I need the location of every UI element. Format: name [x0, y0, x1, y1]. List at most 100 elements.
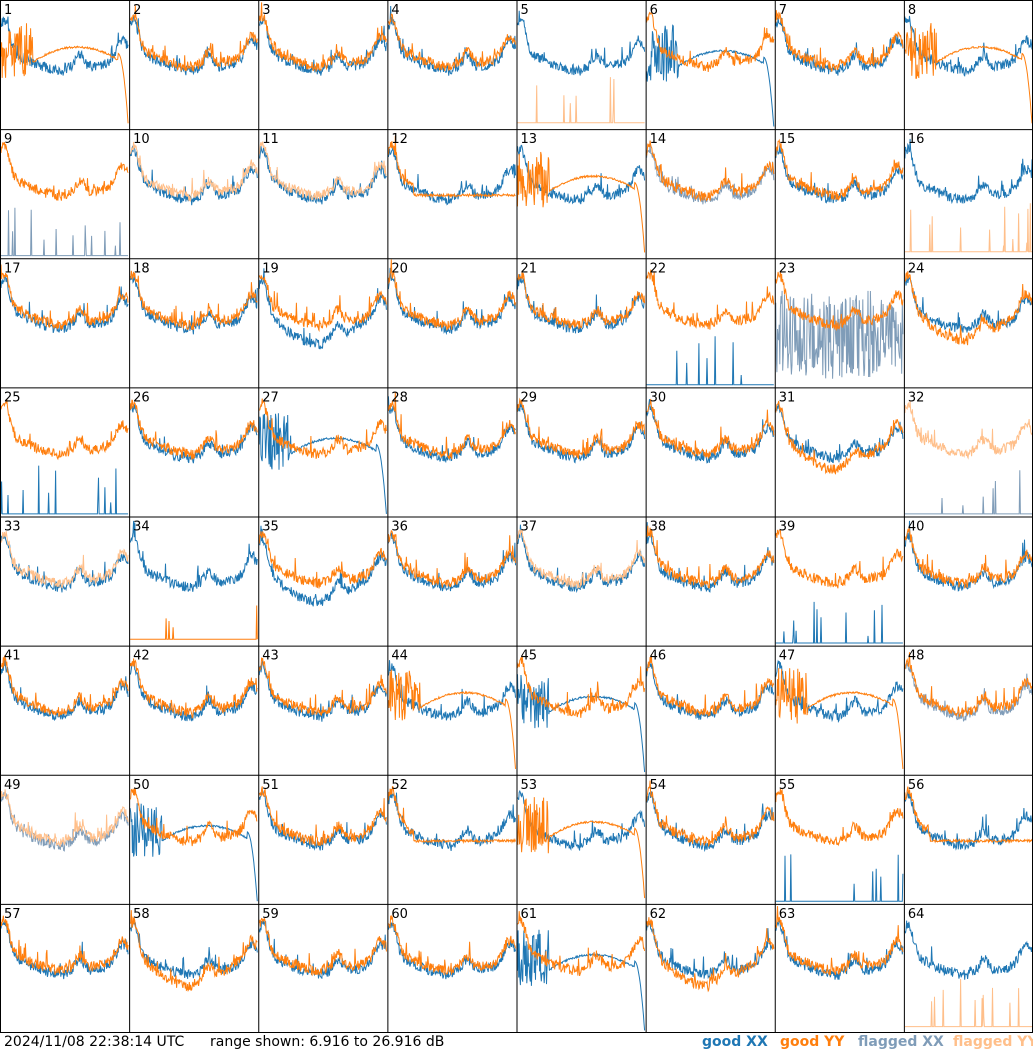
panel-5: 5: [517, 3, 646, 124]
legend-flagged-yy: flagged YY: [953, 1034, 1033, 1050]
trace-xx-9: [1, 207, 129, 257]
panel-1: 1: [0, 3, 129, 124]
panel-24: 24: [904, 261, 1033, 346]
panel-label: 12: [391, 132, 408, 147]
panel-44: 44: [387, 649, 516, 769]
panel-label: 50: [133, 778, 150, 793]
panel-18: 18: [129, 261, 258, 335]
trace-xx-22: [646, 336, 774, 386]
panel-28: 28: [387, 390, 516, 464]
panel-47: 47: [775, 649, 904, 769]
panel-27: 27: [258, 390, 387, 514]
trace-yy-17: [0, 264, 129, 330]
panel-label: 32: [908, 390, 925, 405]
panel-40: 40: [904, 520, 1033, 592]
trace-yy-48: [904, 652, 1033, 718]
trace-yy-58: [129, 910, 258, 992]
panel-label: 19: [262, 261, 279, 276]
trace-xx-19: [258, 268, 387, 350]
trace-yy-24: [904, 271, 1033, 346]
panel-41: 41: [0, 649, 129, 722]
trace-yy-34: [130, 605, 258, 640]
trace-xx-62: [646, 919, 775, 980]
panel-label: 43: [262, 649, 279, 664]
trace-yy-8: [904, 23, 1033, 124]
trace-yy-20: [387, 259, 516, 331]
trace-yy-28: [387, 391, 516, 460]
trace-yy-15: [775, 138, 904, 201]
panel-label: 30: [650, 390, 667, 405]
panel-56: 56: [904, 778, 1033, 851]
panel-20: 20: [387, 259, 516, 336]
trace-yy-18: [129, 270, 258, 331]
trace-yy-43: [258, 657, 387, 716]
panel-64: 64: [904, 907, 1033, 1028]
trace-xx-13: [517, 144, 646, 205]
panel-label: 57: [4, 907, 21, 922]
panel-13: 13: [517, 132, 646, 253]
panel-label: 49: [4, 778, 21, 793]
trace-yy-56: [904, 786, 1033, 844]
trace-xx-39: [775, 601, 903, 644]
trace-yy-14: [646, 140, 775, 203]
panel-38: 38: [646, 520, 775, 593]
trace-yy-29: [517, 397, 646, 460]
panel-label: 14: [650, 132, 667, 147]
panel-29: 29: [517, 390, 646, 464]
panel-label: 53: [521, 778, 538, 793]
panel-label: 24: [908, 261, 925, 276]
trace-yy-22: [646, 269, 775, 330]
panel-30: 30: [646, 390, 775, 464]
panel-35: 35: [258, 520, 387, 607]
panel-11: 11: [258, 132, 387, 205]
panel-17: 17: [0, 261, 129, 334]
trace-yy-30: [646, 398, 775, 459]
trace-yy-63: [775, 906, 904, 977]
panel-8: 8: [904, 3, 1033, 124]
trace-xx-52: [387, 791, 516, 851]
panel-62: 62: [646, 907, 775, 993]
panel-label: 60: [391, 907, 408, 922]
panel-label: 27: [262, 390, 279, 405]
panel-63: 63: [775, 906, 904, 980]
trace-yy-46: [646, 654, 775, 718]
panel-16: 16: [904, 132, 1033, 253]
timestamp: 2024/11/08 22:38:14 UTC: [4, 1034, 185, 1050]
trace-yy-9: [0, 142, 129, 201]
trace-xx-23: [775, 290, 904, 379]
panel-42: 42: [129, 649, 258, 722]
panel-label: 54: [650, 778, 667, 793]
trace-xx-5: [517, 10, 646, 76]
panel-label: 33: [4, 520, 21, 535]
trace-xx-12: [387, 146, 516, 206]
range-label: range shown: 6.916 to 26.916 dB: [210, 1034, 445, 1050]
panel-label: 45: [521, 649, 538, 664]
panel-label: 52: [391, 778, 408, 793]
panel-2: 2: [129, 3, 258, 76]
panel-label: 59: [262, 907, 279, 922]
trace-yy-21: [517, 270, 646, 330]
panel-label: 56: [908, 778, 925, 793]
panel-label: 10: [133, 132, 150, 147]
panel-34: 34: [129, 520, 258, 640]
trace-yy-35: [258, 531, 387, 589]
panel-label: 4: [391, 3, 399, 18]
panel-61: 61: [517, 907, 646, 1031]
trace-xx-35: [258, 525, 387, 607]
trace-yy-25: [0, 399, 129, 461]
panel-label: 1: [4, 3, 12, 18]
panel-53: 53: [517, 778, 646, 899]
panel-54: 54: [646, 778, 775, 853]
panel-label: 31: [779, 390, 796, 405]
trace-yy-50: [129, 788, 258, 847]
trace-xx-26: [129, 404, 258, 464]
panel-label: 26: [133, 390, 150, 405]
panel-label: 21: [521, 261, 538, 276]
panel-49: 49: [0, 778, 129, 852]
panel-label: 16: [908, 132, 925, 147]
panel-45: 45: [517, 649, 646, 773]
panel-label: 55: [779, 778, 796, 793]
panel-58: 58: [129, 907, 258, 992]
panel-10: 10: [129, 132, 258, 206]
